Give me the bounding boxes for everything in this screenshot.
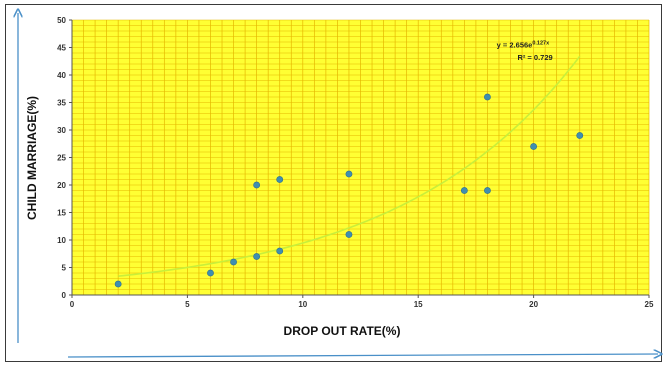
data-point xyxy=(114,280,122,288)
y-tick-label: 0 xyxy=(62,291,67,300)
data-point xyxy=(276,247,284,255)
y-tick-label: 20 xyxy=(57,181,66,190)
x-tick-label: 0 xyxy=(70,300,75,309)
data-point xyxy=(207,269,214,277)
y-tick-label: 15 xyxy=(57,209,66,218)
chart-frame: 0 5 10 15 20 25 0 5 10 15 20 25 30 35 40 45 50 y = 2.656… xyxy=(5,4,662,362)
x-tick-label: 10 xyxy=(298,300,307,309)
x-tick-label: 20 xyxy=(529,300,538,309)
y-tick-label: 35 xyxy=(57,99,66,108)
data-point xyxy=(345,170,353,178)
x-tick-label: 15 xyxy=(414,300,423,309)
trendline xyxy=(118,55,581,277)
data-points xyxy=(114,93,584,288)
tick-labels: 0 5 10 15 20 25 0 5 10 15 20 25 30 35 40 45 50 xyxy=(57,16,654,309)
data-point xyxy=(484,93,491,101)
data-point xyxy=(253,253,261,260)
gridlines xyxy=(71,19,650,296)
x-tick-label: 25 xyxy=(645,300,654,309)
x-direction-arrow xyxy=(67,354,658,357)
data-point xyxy=(576,132,584,139)
data-point xyxy=(484,187,491,194)
y-tick-label: 25 xyxy=(57,154,66,163)
y-axis-title: CHILD MARRIAGE(%) xyxy=(25,96,39,220)
x-axis-title: DROP OUT RATE(%) xyxy=(284,324,401,338)
y-tick-label: 50 xyxy=(57,16,66,25)
trendline-r-squared: R² = 0.729 xyxy=(517,53,552,62)
y-tick-label: 45 xyxy=(57,44,66,53)
data-point xyxy=(230,258,237,266)
y-tick-label: 40 xyxy=(57,71,66,80)
x-tick-label: 5 xyxy=(185,300,190,309)
scatter-chart: 0 5 10 15 20 25 0 5 10 15 20 25 30 35 40 45 50 y = 2.656… xyxy=(6,5,663,363)
data-point xyxy=(253,181,261,189)
data-point xyxy=(276,176,284,183)
y-tick-label: 5 xyxy=(62,264,67,273)
y-tick-label: 30 xyxy=(57,126,66,135)
y-tick-label: 10 xyxy=(57,236,66,245)
data-point xyxy=(530,143,537,150)
data-point xyxy=(345,231,353,238)
axes xyxy=(69,19,650,298)
data-point xyxy=(460,187,468,194)
trendline-equation: y = 2.656e0.127x xyxy=(497,41,550,50)
